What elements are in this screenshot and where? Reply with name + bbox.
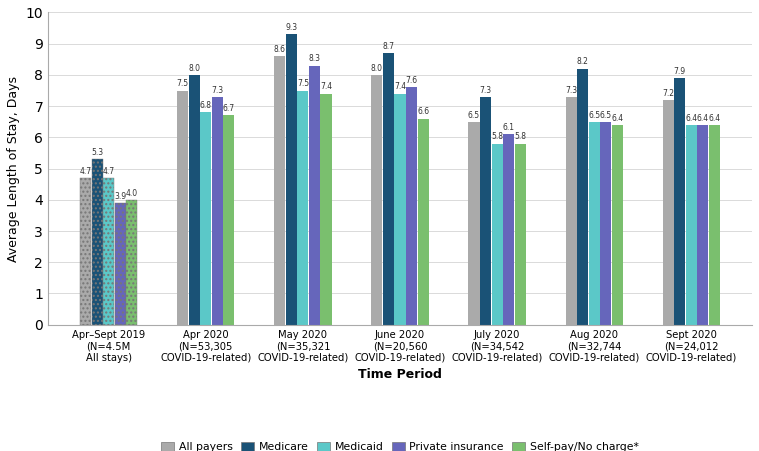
Bar: [212, 97, 223, 325]
Text: 6.5: 6.5: [588, 110, 600, 120]
Text: 4.0: 4.0: [126, 189, 138, 198]
Bar: [406, 87, 417, 325]
Bar: [492, 143, 502, 325]
Bar: [320, 94, 332, 325]
Text: 7.3: 7.3: [565, 86, 577, 95]
Bar: [80, 178, 91, 325]
Bar: [515, 143, 526, 325]
Bar: [286, 34, 297, 325]
Bar: [298, 91, 308, 325]
Bar: [417, 119, 429, 325]
Bar: [371, 75, 383, 325]
Text: 4.7: 4.7: [80, 167, 92, 176]
Text: 8.2: 8.2: [577, 57, 589, 66]
Bar: [480, 97, 491, 325]
Text: 6.6: 6.6: [417, 107, 429, 116]
Bar: [177, 91, 188, 325]
Bar: [223, 115, 235, 325]
Bar: [612, 125, 623, 325]
Bar: [115, 203, 126, 325]
Bar: [698, 125, 708, 325]
Text: 8.7: 8.7: [383, 42, 395, 51]
Bar: [503, 134, 515, 325]
Text: 9.3: 9.3: [285, 23, 298, 32]
Bar: [274, 56, 285, 325]
Bar: [383, 53, 394, 325]
Text: 7.5: 7.5: [177, 79, 189, 88]
Bar: [674, 78, 685, 325]
Bar: [577, 69, 588, 325]
X-axis label: Time Period: Time Period: [358, 368, 442, 382]
Text: 6.7: 6.7: [223, 104, 235, 113]
Text: 3.9: 3.9: [114, 192, 126, 201]
Bar: [663, 100, 674, 325]
Text: 5.8: 5.8: [491, 133, 503, 142]
Text: 7.5: 7.5: [297, 79, 309, 88]
Bar: [468, 122, 480, 325]
Bar: [565, 97, 577, 325]
Text: 8.0: 8.0: [371, 64, 383, 73]
Text: 7.3: 7.3: [480, 86, 492, 95]
Bar: [189, 75, 200, 325]
Text: 7.4: 7.4: [394, 83, 406, 92]
Text: 5.3: 5.3: [91, 148, 103, 157]
Text: 6.4: 6.4: [697, 114, 709, 123]
Text: 6.1: 6.1: [502, 123, 515, 132]
Bar: [126, 200, 137, 325]
Text: 8.0: 8.0: [188, 64, 200, 73]
Text: 7.9: 7.9: [674, 67, 686, 76]
Bar: [686, 125, 697, 325]
Text: 7.6: 7.6: [405, 76, 417, 85]
Text: 6.8: 6.8: [200, 101, 212, 110]
Text: 6.5: 6.5: [468, 110, 480, 120]
Bar: [92, 159, 102, 325]
Text: 5.8: 5.8: [515, 133, 526, 142]
Text: 7.2: 7.2: [663, 89, 674, 98]
Text: 4.7: 4.7: [102, 167, 115, 176]
Legend: All payers, Medicare, Medicaid, Private insurance, Self-pay/No charge*: All payers, Medicare, Medicaid, Private …: [157, 438, 643, 451]
Text: 6.5: 6.5: [600, 110, 612, 120]
Bar: [200, 112, 211, 325]
Bar: [709, 125, 720, 325]
Bar: [103, 178, 115, 325]
Bar: [600, 122, 612, 325]
Bar: [309, 65, 320, 325]
Bar: [395, 94, 405, 325]
Text: 6.4: 6.4: [708, 114, 720, 123]
Text: 6.4: 6.4: [685, 114, 698, 123]
Text: 8.3: 8.3: [308, 54, 320, 63]
Text: 8.6: 8.6: [274, 45, 286, 54]
Text: 7.4: 7.4: [320, 83, 332, 92]
Text: 6.4: 6.4: [611, 114, 623, 123]
Bar: [589, 122, 600, 325]
Y-axis label: Average Length of Stay, Days: Average Length of Stay, Days: [7, 76, 20, 262]
Text: 7.3: 7.3: [211, 86, 223, 95]
